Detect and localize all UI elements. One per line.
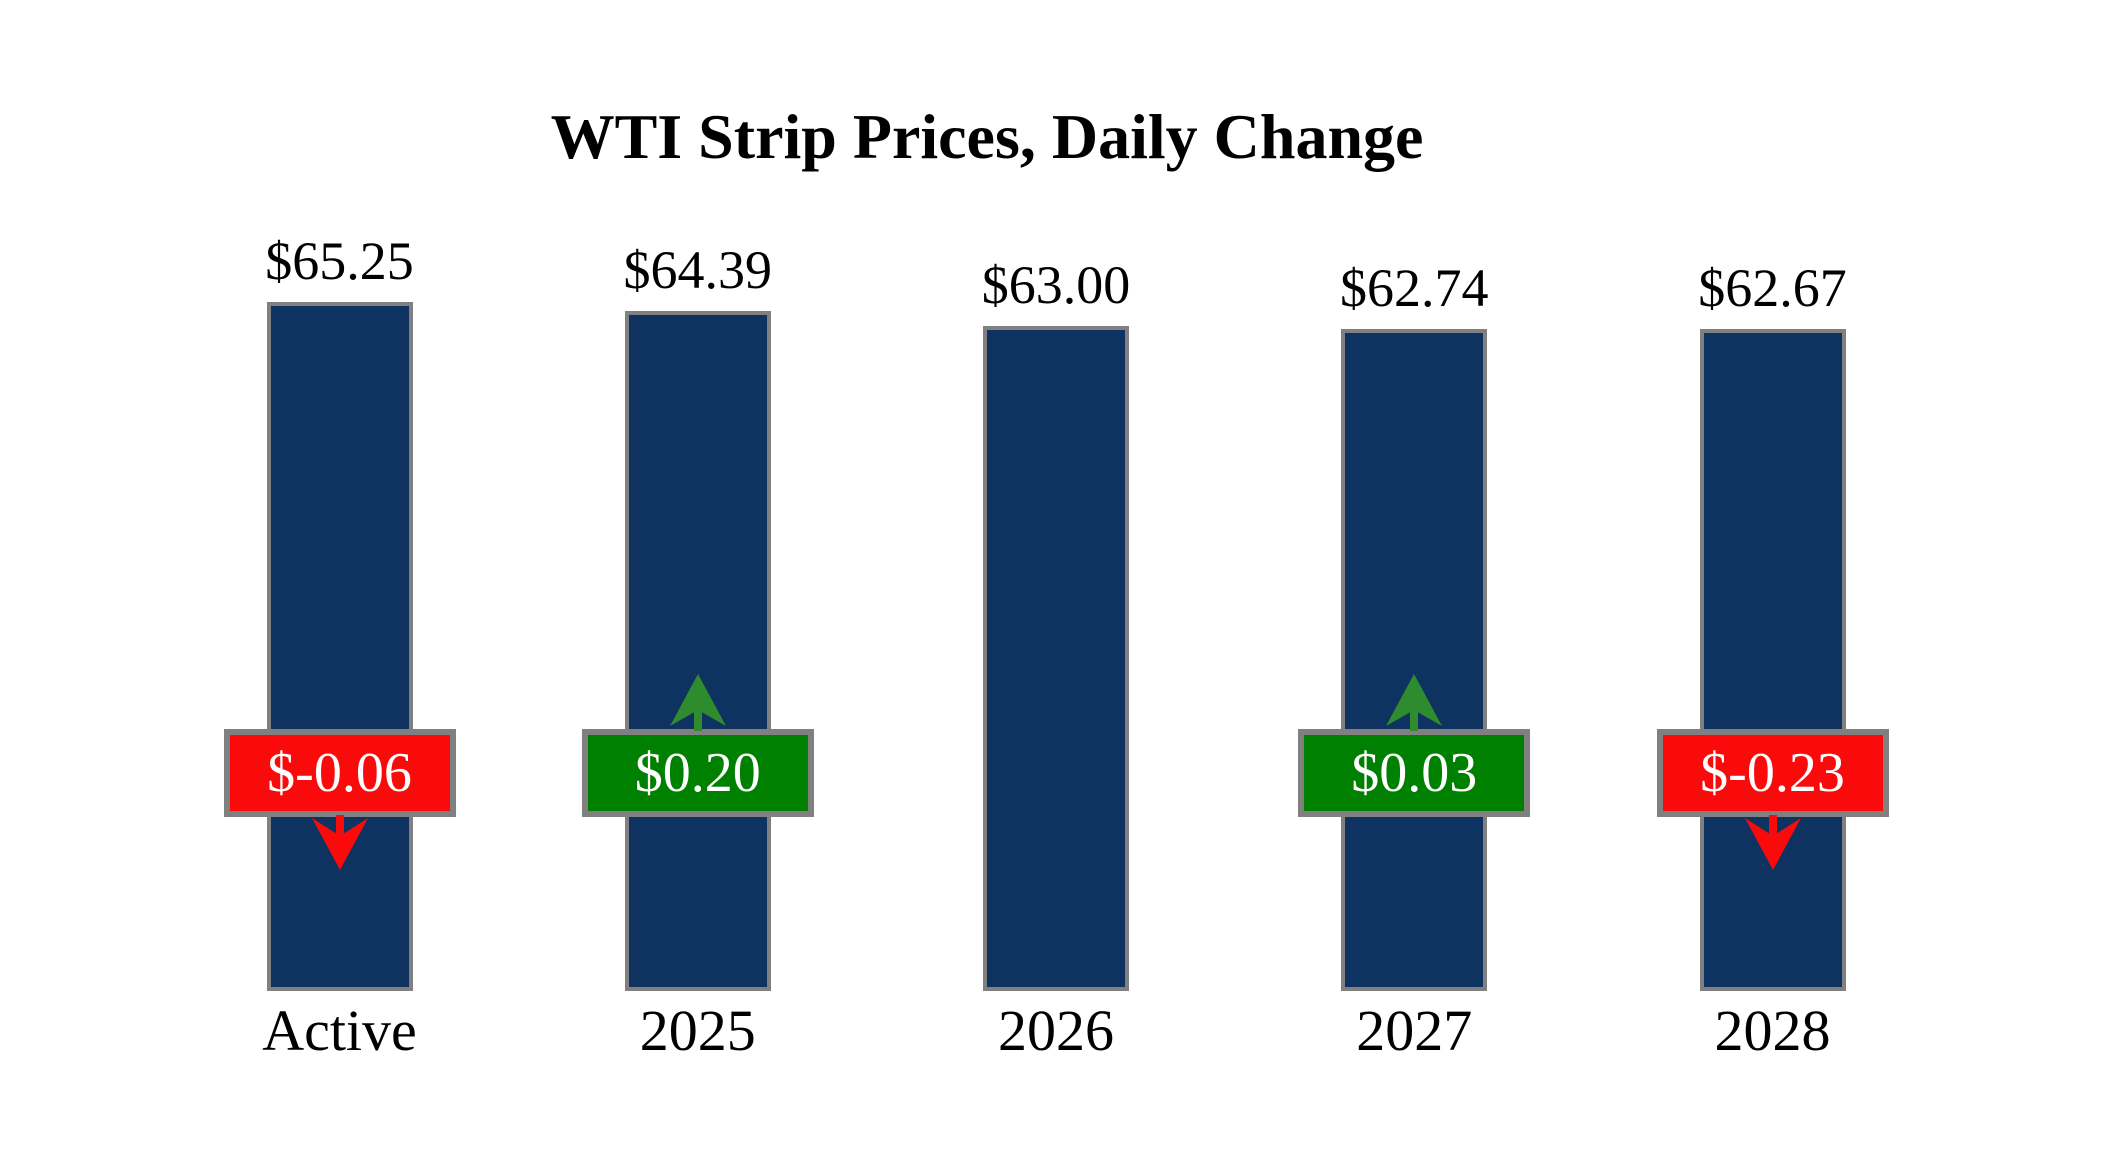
bar-2025 — [624, 311, 771, 991]
bar-2028 — [1699, 329, 1846, 991]
category-label-2025: 2025 — [639, 998, 756, 1063]
value-label-2028: $62.67 — [1698, 258, 1847, 318]
change-badge-2025: $0.20 — [581, 729, 814, 817]
chart-title: WTI Strip Prices, Daily Change — [550, 101, 1424, 172]
bar-2026 — [983, 326, 1129, 991]
category-label-2027: 2027 — [1356, 998, 1473, 1063]
down-arrow-icon — [311, 815, 368, 870]
value-label-2027: $62.74 — [1340, 258, 1489, 318]
change-badge-2028: $-0.23 — [1656, 729, 1889, 817]
value-label-2025: $64.39 — [623, 240, 773, 300]
bar-active — [266, 302, 413, 991]
up-arrow-icon — [1386, 674, 1443, 731]
up-arrow-icon — [669, 674, 726, 731]
category-label-2028: 2028 — [1714, 998, 1831, 1063]
bar-2027 — [1341, 329, 1488, 991]
change-badge-active: $-0.06 — [223, 729, 456, 817]
value-label-2026: $63.00 — [981, 255, 1131, 315]
category-label-2026: 2026 — [998, 998, 1114, 1063]
down-arrow-icon — [1744, 815, 1801, 870]
category-label-active: Active — [262, 998, 417, 1063]
change-badge-2027: $0.03 — [1298, 729, 1531, 817]
value-label-active: $65.25 — [265, 231, 414, 291]
